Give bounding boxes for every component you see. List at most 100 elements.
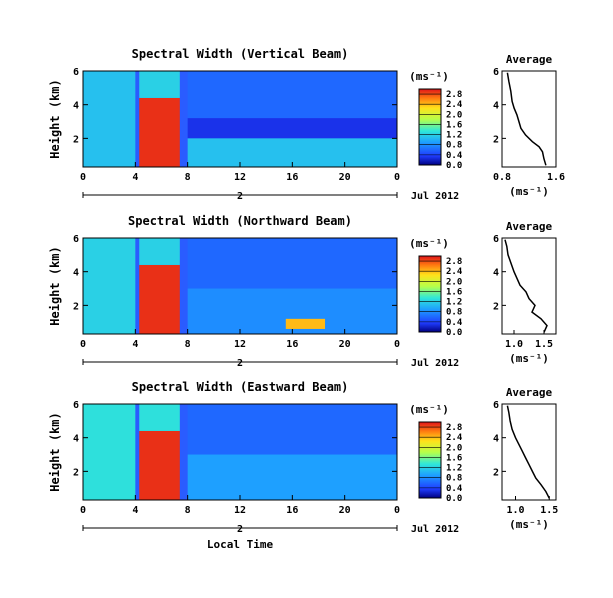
colorbar-tick-label: 2.8 — [446, 423, 462, 433]
y-axis-label: Height (km) — [48, 246, 62, 325]
x-tick-label: 0 — [394, 505, 400, 516]
colorbar-tick-label: 0.0 — [446, 161, 462, 171]
x-tick-label: 16 — [286, 505, 298, 516]
profile-y-tick-label: 2 — [493, 467, 499, 478]
colorbar-unit: (ms⁻¹) — [409, 403, 449, 416]
colorbar: (ms⁻¹) 0.00.40.81.21.62.02.42.8 — [409, 70, 463, 171]
profile-unit: (ms⁻¹) — [509, 352, 549, 365]
heatmap-cell — [187, 454, 397, 500]
colorbar: (ms⁻¹) 0.00.40.81.21.62.02.42.8 — [409, 403, 463, 504]
colorbar-tick-label: 2.0 — [446, 443, 462, 453]
profile-x-tick-label: 1.6 — [547, 172, 565, 183]
colorbar-unit: (ms⁻¹) — [409, 237, 449, 250]
average-profile: Average 2 4 6 0.8 1.6 (ms⁻¹) — [493, 53, 565, 198]
profile-unit: (ms⁻¹) — [509, 185, 549, 198]
heatmap-cell — [187, 118, 397, 139]
y-tick-label: 6 — [73, 67, 79, 78]
panel-title: Spectral Width (Northward Beam) — [128, 214, 352, 228]
colorbar-tick-label: 1.2 — [446, 131, 462, 141]
heatmap-cell — [139, 71, 180, 98]
heatmap-cell — [187, 71, 397, 119]
heatmap-cell — [83, 71, 136, 167]
profile-frame — [501, 237, 557, 335]
y-tick-label: 2 — [73, 467, 79, 478]
profile-frame — [501, 403, 557, 501]
heatmap-cell — [187, 238, 397, 289]
y-axis-label: Height (km) — [48, 412, 62, 491]
date-label: Jul 2012 — [411, 358, 459, 369]
heatmap — [82, 237, 398, 335]
profile-line — [506, 405, 550, 499]
profile-y-tick-label: 4 — [493, 268, 499, 279]
average-profile: Average 2 4 6 1.0 1.5 (ms⁻¹) — [493, 386, 558, 531]
colorbar-tick-label: 0.0 — [446, 328, 462, 338]
x-axis-label: Local Time — [207, 538, 274, 551]
y-tick-label: 2 — [73, 301, 79, 312]
colorbar-tick-label: 0.0 — [446, 494, 462, 504]
x-tick-label: 0 — [394, 172, 400, 183]
x-tick-label: 0 — [394, 339, 400, 350]
profile-x-tick-label: 1.0 — [505, 339, 523, 350]
x-tick-label: 12 — [234, 172, 246, 183]
colorbar-tick-label: 2.4 — [446, 267, 463, 277]
y-axis-label: Height (km) — [48, 79, 62, 158]
heatmap — [82, 70, 398, 168]
profile-title: Average — [506, 53, 553, 66]
profile-y-tick-label: 6 — [493, 400, 499, 411]
profile-x-tick-label: 1.5 — [535, 339, 553, 350]
colorbar-tick-label: 0.4 — [446, 484, 463, 494]
colorbar-tick-label: 1.2 — [446, 464, 462, 474]
panel-2: Spectral Width (Northward Beam) 2 4 6 Height… — [48, 214, 557, 369]
x-tick-label: 4 — [132, 172, 138, 183]
colorbar: (ms⁻¹) 0.00.40.81.21.62.02.42.8 — [409, 237, 463, 338]
profile-unit: (ms⁻¹) — [509, 518, 549, 531]
x-tick-label: 8 — [185, 339, 191, 350]
x-tick-label: 0 — [80, 172, 86, 183]
colorbar-unit: (ms⁻¹) — [409, 70, 449, 83]
heatmap-cell — [187, 404, 397, 455]
colorbar-tick-label: 0.8 — [446, 141, 462, 151]
colorbar-tick-label: 2.4 — [446, 433, 463, 443]
x-tick-label: 20 — [339, 172, 351, 183]
colorbar-tick-label: 2.0 — [446, 277, 462, 287]
x-tick-label: 16 — [286, 172, 298, 183]
colorbar-tick-label: 1.6 — [446, 453, 462, 463]
colorbar-tick-label: 0.8 — [446, 474, 462, 484]
y-tick-label: 4 — [73, 101, 79, 112]
x-tick-label: 4 — [132, 339, 138, 350]
x-tick-label: 4 — [132, 505, 138, 516]
x-tick-label: 16 — [286, 339, 298, 350]
heatmap-cell — [139, 238, 180, 265]
colorbar-tick-label: 1.2 — [446, 298, 462, 308]
y-tick-label: 6 — [73, 400, 79, 411]
x-tick-label: 8 — [185, 505, 191, 516]
colorbar-tick-label: 0.8 — [446, 308, 462, 318]
y-tick-label: 4 — [73, 268, 79, 279]
profile-x-tick-label: 0.8 — [493, 172, 511, 183]
colorbar-tick-label: 2.8 — [446, 90, 462, 100]
x-tick-label: 0 — [80, 505, 86, 516]
panel-title: Spectral Width (Eastward Beam) — [132, 380, 349, 394]
heatmap-cell — [139, 97, 180, 167]
profile-y-tick-label: 6 — [493, 67, 499, 78]
colorbar-tick-label: 2.0 — [446, 110, 462, 120]
colorbar-gradient — [418, 255, 442, 333]
x-tick-label: 20 — [339, 339, 351, 350]
heatmap-cell — [83, 238, 136, 334]
heatmap-cell — [139, 430, 180, 500]
date-day-label: 2 — [237, 358, 243, 369]
profile-frame — [501, 70, 557, 168]
date-day-label: 2 — [237, 191, 243, 202]
profile-y-tick-label: 4 — [493, 101, 499, 112]
colorbar-tick-label: 2.8 — [446, 257, 462, 267]
panel-title: Spectral Width (Vertical Beam) — [132, 47, 349, 61]
profile-y-tick-label: 4 — [493, 434, 499, 445]
profile-line — [506, 72, 547, 166]
x-tick-label: 20 — [339, 505, 351, 516]
x-tick-label: 12 — [234, 505, 246, 516]
profile-y-tick-label: 6 — [493, 234, 499, 245]
y-tick-label: 6 — [73, 234, 79, 245]
colorbar-tick-label: 2.4 — [446, 100, 463, 110]
profile-x-tick-label: 1.5 — [540, 505, 558, 516]
